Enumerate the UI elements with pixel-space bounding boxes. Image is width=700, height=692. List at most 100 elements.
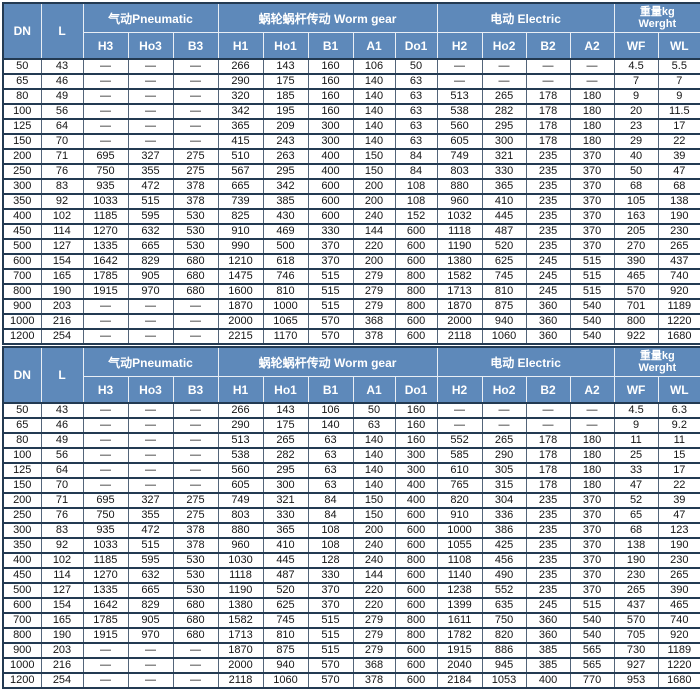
cell-b2: — xyxy=(525,402,571,418)
cell-b3: — xyxy=(172,432,219,448)
cell-ho2: 365 xyxy=(481,178,527,194)
cell-h1: 1030 xyxy=(217,552,264,568)
cell-b3: 530 xyxy=(172,208,219,224)
cell-do1: 84 xyxy=(394,163,438,179)
cell-a1: 220 xyxy=(352,597,396,613)
cell-l: 46 xyxy=(40,73,84,89)
cell-h3: — xyxy=(82,672,129,688)
cell-l: 216 xyxy=(40,657,84,673)
cell-h3: — xyxy=(82,328,129,344)
cell-b2: 385 xyxy=(525,657,571,673)
cell-b1: 108 xyxy=(307,537,354,553)
table-row-dn-150: 150 70— — —415 243 300 140 63 605 300 178 180 29 22 xyxy=(2,133,700,149)
dimension-table-2: DN L 气动Pneumatic 蜗轮蜗杆传动 Worm gear 电动 Electri… xyxy=(2,346,700,689)
table-row-dn-450: 450 114 1270 632 530 1118 487 330 144 600 1140 490 2… xyxy=(2,567,700,583)
cell-b1: 63 xyxy=(307,462,354,478)
cell-h3: — xyxy=(82,657,129,673)
col-header-wl: WL xyxy=(657,376,700,404)
cell-h2: 1782 xyxy=(436,627,483,643)
cell-a1: 140 xyxy=(352,103,396,119)
cell-b2: — xyxy=(525,58,571,74)
cell-ho1: 263 xyxy=(262,148,309,164)
cell-a2: — xyxy=(569,73,615,89)
cell-b3: — xyxy=(172,118,219,134)
cell-a1: 140 xyxy=(352,88,396,104)
cell-h2: — xyxy=(436,73,483,89)
cell-h3: — xyxy=(82,58,129,74)
cell-wf: 4.5 xyxy=(613,58,659,74)
cell-wf: 705 xyxy=(613,627,659,643)
cell-b1: 400 xyxy=(307,163,354,179)
cell-dn: 50 xyxy=(2,58,42,74)
cell-ho1: 469 xyxy=(262,223,309,239)
col-header-a1: A1 xyxy=(352,376,396,404)
cell-ho3: 632 xyxy=(127,567,174,583)
cell-h1: 266 xyxy=(217,58,264,74)
cell-h3: 935 xyxy=(82,522,129,538)
cell-a2: 370 xyxy=(569,223,615,239)
cell-a1: 150 xyxy=(352,148,396,164)
cell-wl: 437 xyxy=(657,253,700,269)
cell-a1: 150 xyxy=(352,507,396,523)
cell-a1: 378 xyxy=(352,672,396,688)
cell-wl: 1220 xyxy=(657,313,700,329)
cell-dn: 80 xyxy=(2,88,42,104)
cell-a1: 279 xyxy=(352,283,396,299)
cell-b3: — xyxy=(172,298,219,314)
group-header-weight-line2: Werght xyxy=(638,18,677,30)
col-header-ho3: Ho3 xyxy=(127,376,174,404)
cell-ho3: 665 xyxy=(127,238,174,254)
cell-dn: 1200 xyxy=(2,328,42,344)
cell-ho2: 1053 xyxy=(481,672,527,688)
cell-ho3: — xyxy=(127,477,174,493)
cell-h3: — xyxy=(82,642,129,658)
table-row-dn-400: 400 102 1185 595 530 1030 445 128 240 800 1108 456 2… xyxy=(2,552,700,568)
cell-wl: 465 xyxy=(657,597,700,613)
group-header-pneumatic: 气动Pneumatic xyxy=(82,346,219,377)
group-header-weight-line1: 重量kg xyxy=(639,6,675,18)
cell-wf: 9 xyxy=(613,88,659,104)
cell-l: 114 xyxy=(40,567,84,583)
col-header-b1: B1 xyxy=(307,32,354,60)
col-header-a1: A1 xyxy=(352,32,396,60)
cell-h2: 820 xyxy=(436,492,483,508)
cell-b1: 370 xyxy=(307,582,354,598)
cell-h2: 2040 xyxy=(436,657,483,673)
cell-a1: 50 xyxy=(352,402,396,418)
cell-b3: — xyxy=(172,447,219,463)
cell-ho3: — xyxy=(127,657,174,673)
cell-h1: 1870 xyxy=(217,298,264,314)
cell-a2: 370 xyxy=(569,208,615,224)
cell-do1: 152 xyxy=(394,208,438,224)
cell-dn: 800 xyxy=(2,283,42,299)
cell-a1: 240 xyxy=(352,552,396,568)
cell-b3: 378 xyxy=(172,537,219,553)
cell-a2: 180 xyxy=(569,477,615,493)
cell-do1: 600 xyxy=(394,537,438,553)
cell-b1: 570 xyxy=(307,672,354,688)
cell-l: 114 xyxy=(40,223,84,239)
cell-do1: 300 xyxy=(394,462,438,478)
cell-ho3: — xyxy=(127,313,174,329)
cell-l: 154 xyxy=(40,597,84,613)
cell-ho2: 635 xyxy=(481,597,527,613)
cell-b2: 235 xyxy=(525,208,571,224)
cell-l: 46 xyxy=(40,417,84,433)
cell-ho2: 750 xyxy=(481,612,527,628)
cell-ho2: 886 xyxy=(481,642,527,658)
cell-h2: 605 xyxy=(436,133,483,149)
cell-ho2: 810 xyxy=(481,283,527,299)
cell-b2: 360 xyxy=(525,328,571,344)
table-row-dn-400: 400 102 1185 595 530 825 430 600 240 152 1032 445 23… xyxy=(2,208,700,224)
cell-b2: 235 xyxy=(525,522,571,538)
cell-b1: 570 xyxy=(307,313,354,329)
header-sub-row: H3 Ho3 B3 H1 Ho1 B1 A1 Do1 H2 Ho2 B2 A2 WF WL xyxy=(3,32,700,60)
cell-a2: 540 xyxy=(569,328,615,344)
cell-dn: 80 xyxy=(2,432,42,448)
cell-a2: — xyxy=(569,417,615,433)
cell-wf: 265 xyxy=(613,582,659,598)
cell-a1: 140 xyxy=(352,447,396,463)
cell-ho1: 209 xyxy=(262,118,309,134)
cell-ho2: — xyxy=(481,417,527,433)
